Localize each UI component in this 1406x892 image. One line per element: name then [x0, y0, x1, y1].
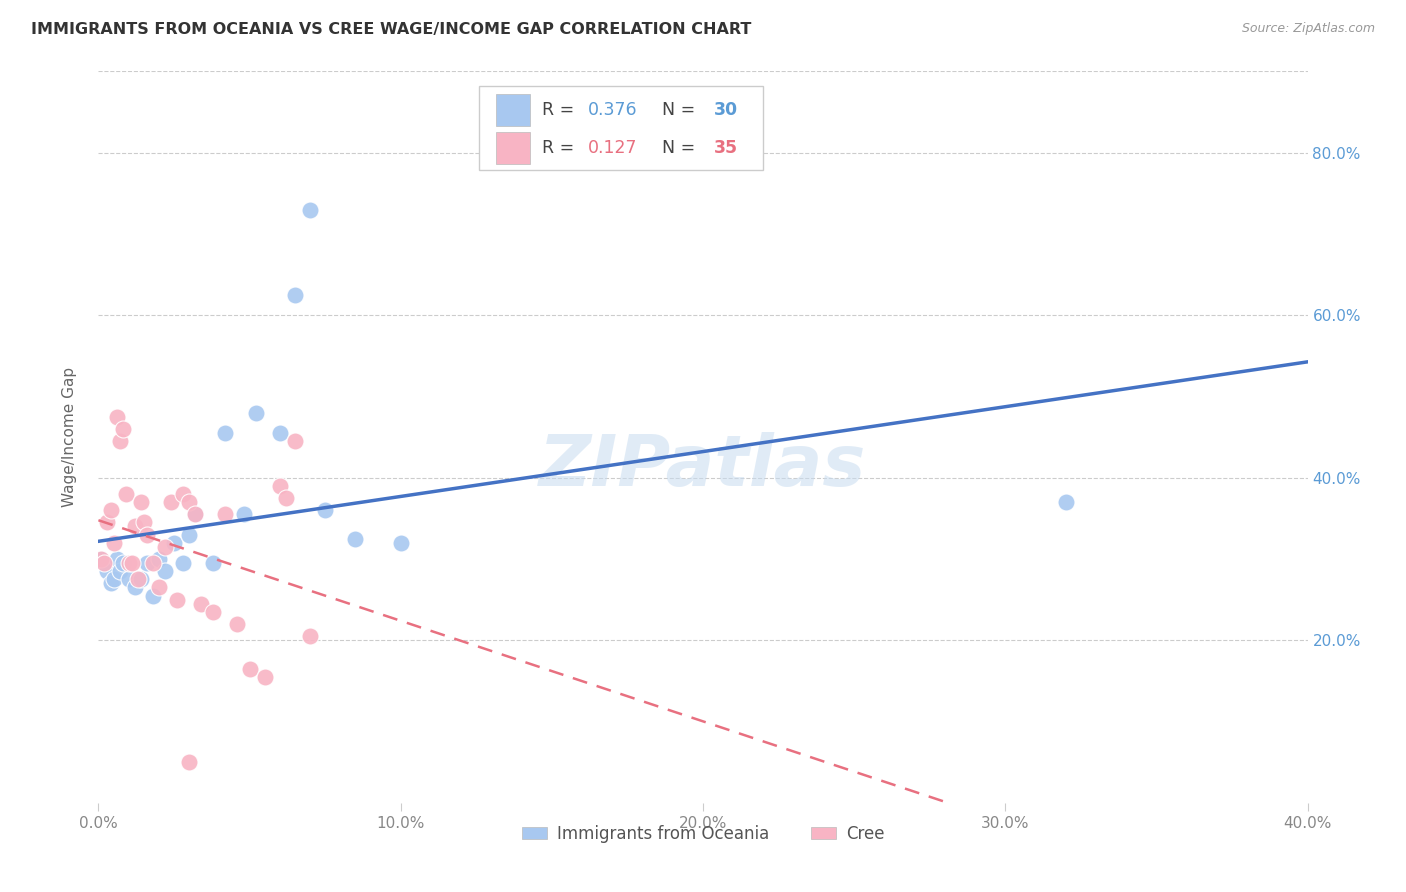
Point: [96, 516, 118, 530]
Point: [124, 581, 146, 595]
Text: N =: N =: [651, 139, 700, 157]
Text: 0.127: 0.127: [588, 139, 638, 157]
Point: [108, 564, 131, 578]
Point: [163, 535, 186, 549]
Point: [132, 516, 155, 530]
Point: [90, 552, 112, 566]
Point: [103, 572, 125, 586]
Point: [114, 487, 136, 501]
Text: 0.376: 0.376: [588, 101, 638, 119]
Point: [184, 508, 207, 522]
Point: [284, 288, 307, 302]
Point: [124, 519, 146, 533]
Point: [142, 556, 165, 570]
Point: [314, 503, 336, 517]
Point: [202, 605, 225, 619]
Legend: Immigrants from Oceania, Cree: Immigrants from Oceania, Cree: [515, 818, 891, 849]
Point: [179, 755, 201, 769]
Point: [105, 409, 128, 424]
Point: [184, 508, 207, 522]
Point: [344, 532, 367, 546]
Point: [245, 406, 267, 420]
Point: [135, 527, 157, 541]
Point: [160, 495, 183, 509]
Text: R =: R =: [543, 139, 579, 157]
Text: 35: 35: [714, 139, 738, 157]
Point: [172, 556, 194, 570]
Point: [232, 508, 254, 522]
Point: [226, 617, 249, 632]
Point: [142, 589, 165, 603]
Point: [269, 425, 291, 440]
Point: [1054, 495, 1077, 509]
Point: [111, 556, 134, 570]
Point: [202, 556, 225, 570]
Bar: [496, 94, 530, 126]
Point: [284, 434, 307, 449]
Point: [105, 552, 128, 566]
Point: [129, 572, 152, 586]
Point: [93, 556, 115, 570]
Point: [148, 552, 170, 566]
Text: 30: 30: [714, 101, 738, 119]
Point: [214, 508, 236, 522]
Point: [166, 592, 188, 607]
Point: [172, 487, 194, 501]
Point: [153, 564, 176, 578]
Point: [129, 495, 152, 509]
Point: [153, 540, 176, 554]
Point: [118, 556, 141, 570]
Point: [299, 629, 322, 643]
Point: [274, 491, 297, 505]
Y-axis label: Wage/Income Gap: Wage/Income Gap: [62, 367, 77, 508]
Point: [108, 434, 131, 449]
Point: [103, 535, 125, 549]
Point: [100, 503, 122, 517]
Text: Source: ZipAtlas.com: Source: ZipAtlas.com: [1241, 22, 1375, 36]
Point: [389, 535, 412, 549]
Bar: [496, 132, 530, 164]
Point: [111, 422, 134, 436]
Point: [118, 572, 141, 586]
Text: ZIPatlas: ZIPatlas: [540, 432, 866, 500]
Point: [299, 202, 322, 217]
Text: N =: N =: [651, 101, 700, 119]
Text: R =: R =: [543, 101, 579, 119]
Point: [121, 556, 143, 570]
Point: [179, 527, 201, 541]
Text: IMMIGRANTS FROM OCEANIA VS CREE WAGE/INCOME GAP CORRELATION CHART: IMMIGRANTS FROM OCEANIA VS CREE WAGE/INC…: [31, 22, 751, 37]
Point: [269, 479, 291, 493]
Point: [127, 572, 149, 586]
Point: [135, 556, 157, 570]
Point: [239, 662, 262, 676]
Point: [253, 670, 276, 684]
Point: [100, 576, 122, 591]
Point: [179, 495, 201, 509]
Point: [90, 552, 112, 566]
Point: [190, 597, 212, 611]
Point: [93, 556, 115, 570]
Point: [96, 564, 118, 578]
Point: [148, 581, 170, 595]
FancyBboxPatch shape: [479, 86, 763, 170]
Point: [214, 425, 236, 440]
